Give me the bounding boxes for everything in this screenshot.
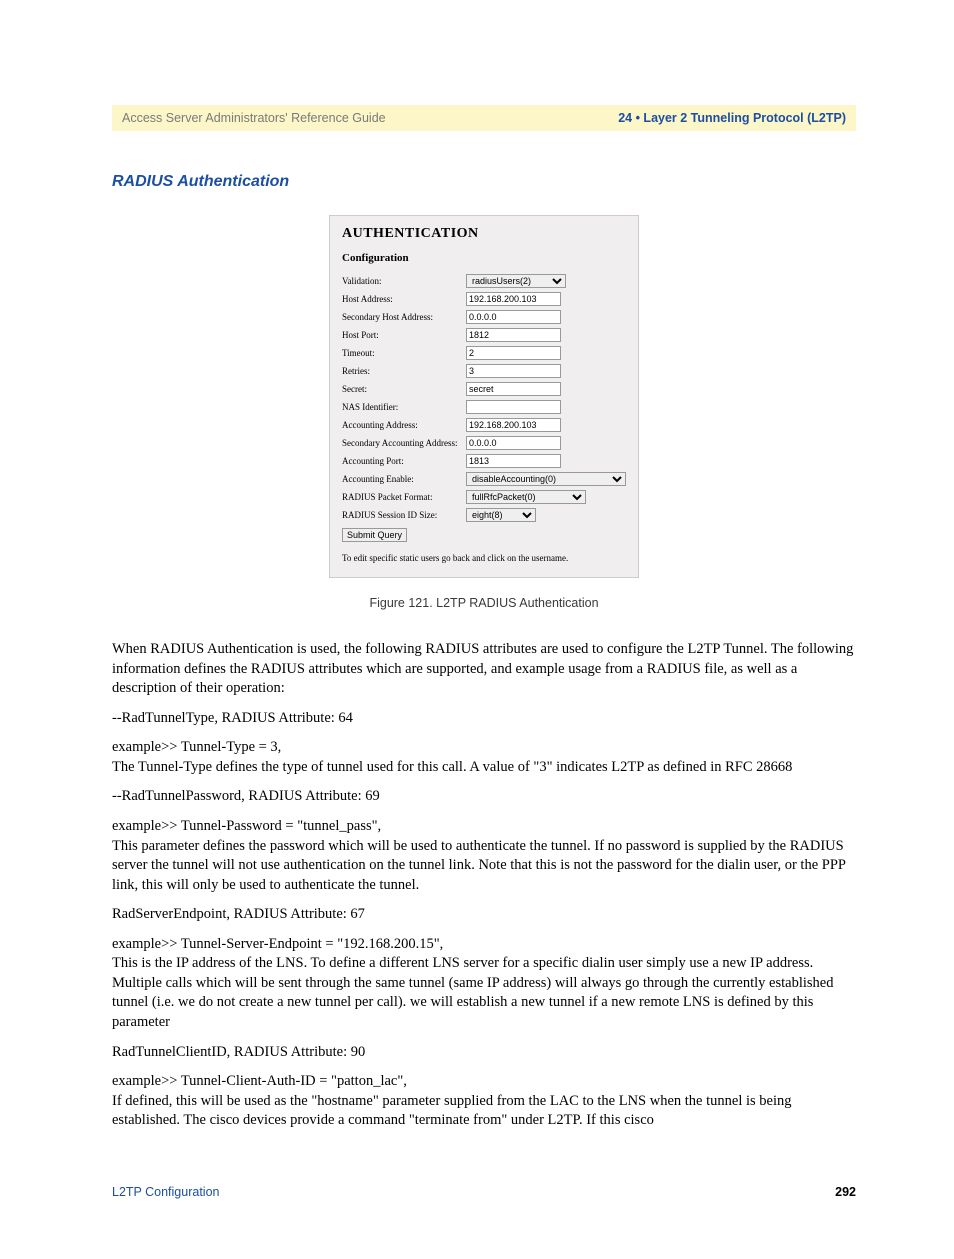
attr4-body: example>> Tunnel-Client-Auth-ID = "patto… xyxy=(112,1072,856,1131)
sec-host-label: Secondary Host Address: xyxy=(342,308,466,326)
host-address-label: Host Address: xyxy=(342,290,466,308)
header-right: 24 • Layer 2 Tunneling Protocol (L2TP) xyxy=(618,111,846,125)
header-left: Access Server Administrators' Reference … xyxy=(122,111,386,125)
acct-port-input[interactable] xyxy=(466,454,561,468)
sec-host-input[interactable] xyxy=(466,310,561,324)
secret-input[interactable] xyxy=(466,382,561,396)
auth-footnote: To edit specific static users go back an… xyxy=(342,553,626,563)
body-text: When RADIUS Authentication is used, the … xyxy=(112,640,856,1131)
auth-panel: AUTHENTICATION Configuration Validation:… xyxy=(329,215,639,578)
attr3-body: example>> Tunnel-Server-Endpoint = "192.… xyxy=(112,935,856,1033)
footer-right: 292 xyxy=(835,1185,856,1199)
figure-caption: Figure 121. L2TP RADIUS Authentication xyxy=(112,596,856,610)
intro-paragraph: When RADIUS Authentication is used, the … xyxy=(112,640,856,699)
attr4-head: RadTunnelClientID, RADIUS Attribute: 90 xyxy=(112,1043,856,1063)
pkt-fmt-select[interactable]: fullRfcPacket(0) xyxy=(466,490,586,504)
timeout-label: Timeout: xyxy=(342,344,466,362)
validation-label: Validation: xyxy=(342,272,466,290)
footer-left: L2TP Configuration xyxy=(112,1185,219,1199)
auth-subtitle: Configuration xyxy=(342,252,626,264)
timeout-input[interactable] xyxy=(466,346,561,360)
pkt-fmt-label: RADIUS Packet Format: xyxy=(342,488,466,506)
acct-enable-label: Accounting Enable: xyxy=(342,470,466,488)
acct-addr-input[interactable] xyxy=(466,418,561,432)
acct-port-label: Accounting Port: xyxy=(342,452,466,470)
retries-input[interactable] xyxy=(466,364,561,378)
secret-label: Secret: xyxy=(342,380,466,398)
acct-addr-label: Accounting Address: xyxy=(342,416,466,434)
nas-input[interactable] xyxy=(466,400,561,414)
acct-enable-select[interactable]: disableAccounting(0) xyxy=(466,472,626,486)
attr2-body: example>> Tunnel-Password = "tunnel_pass… xyxy=(112,817,856,895)
sess-id-select[interactable]: eight(8) xyxy=(466,508,536,522)
nas-label: NAS Identifier: xyxy=(342,398,466,416)
page-footer: L2TP Configuration 292 xyxy=(112,1185,856,1199)
page-header: Access Server Administrators' Reference … xyxy=(112,105,856,131)
host-address-input[interactable] xyxy=(466,292,561,306)
sess-id-label: RADIUS Session ID Size: xyxy=(342,506,466,524)
attr1-body: example>> Tunnel-Type = 3,The Tunnel-Typ… xyxy=(112,738,856,777)
auth-title: AUTHENTICATION xyxy=(342,226,626,242)
host-port-input[interactable] xyxy=(466,328,561,342)
submit-query-button[interactable]: Submit Query xyxy=(342,528,407,542)
attr3-head: RadServerEndpoint, RADIUS Attribute: 67 xyxy=(112,905,856,925)
retries-label: Retries: xyxy=(342,362,466,380)
sec-acct-input[interactable] xyxy=(466,436,561,450)
config-table: Validation: radiusUsers(2) Host Address:… xyxy=(342,272,626,524)
sec-acct-label: Secondary Accounting Address: xyxy=(342,434,466,452)
host-port-label: Host Port: xyxy=(342,326,466,344)
attr2-head: --RadTunnelPassword, RADIUS Attribute: 6… xyxy=(112,787,856,807)
attr1-head: --RadTunnelType, RADIUS Attribute: 64 xyxy=(112,709,856,729)
validation-select[interactable]: radiusUsers(2) xyxy=(466,274,566,288)
section-title: RADIUS Authentication xyxy=(112,173,856,191)
